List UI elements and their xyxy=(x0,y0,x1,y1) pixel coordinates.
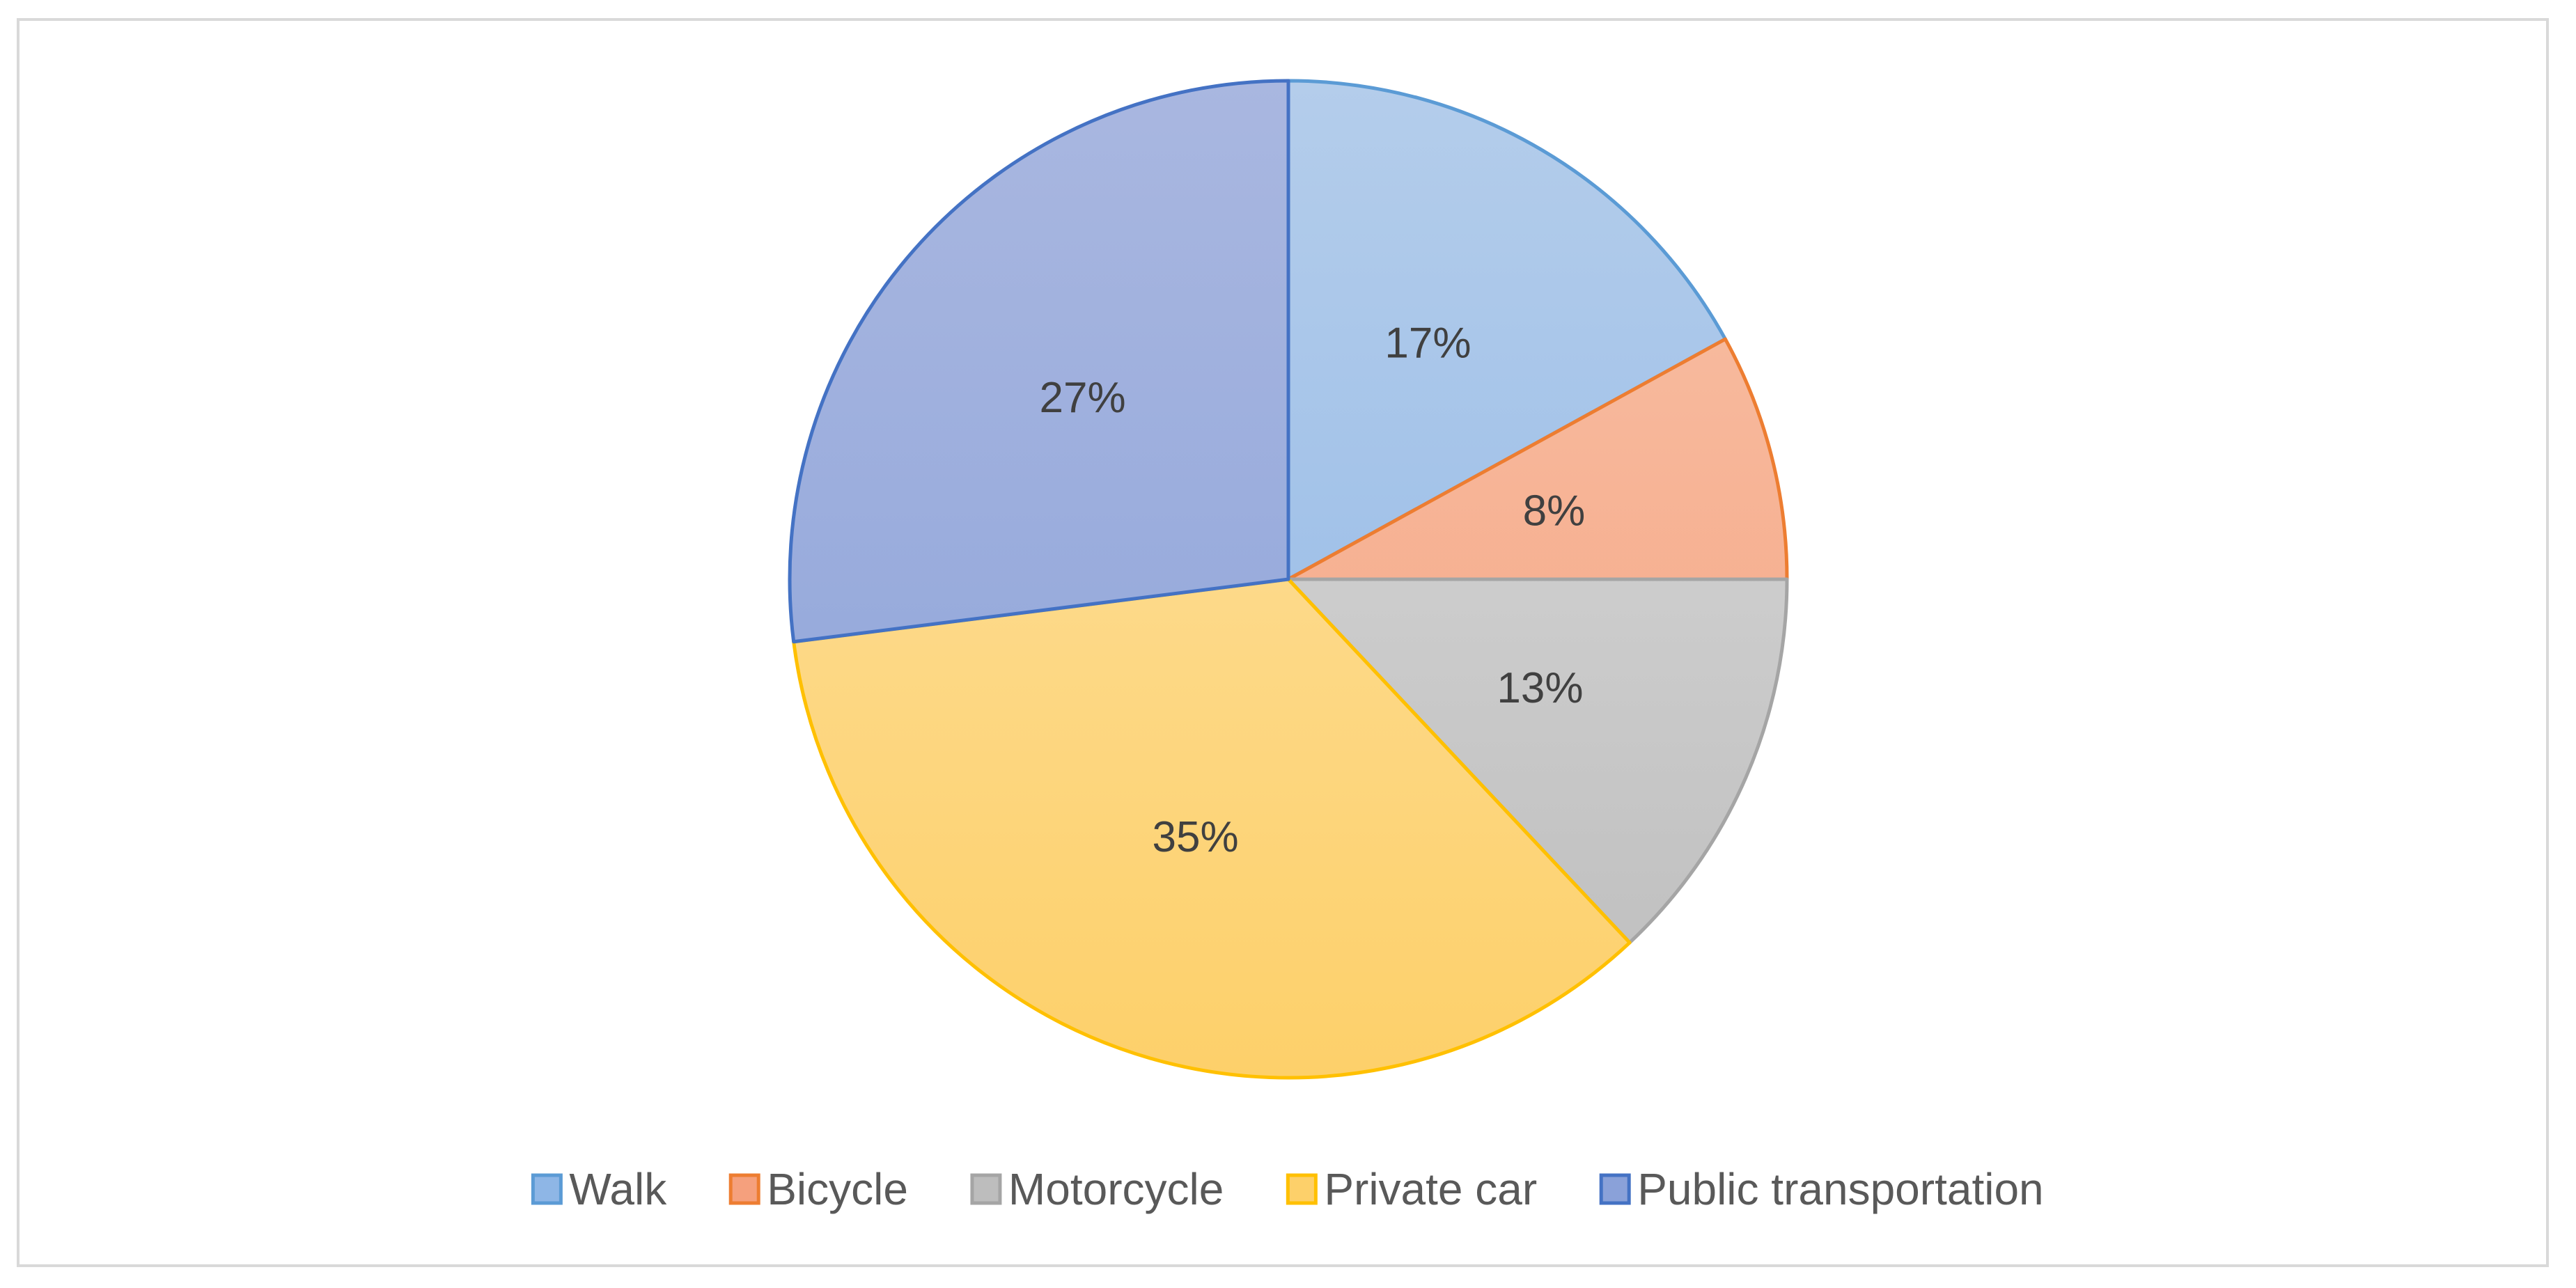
legend-swatch-public-transportation xyxy=(1599,1173,1631,1205)
data-label-bicycle: 8% xyxy=(1523,487,1586,535)
legend-label-private-car: Private car xyxy=(1324,1164,1537,1214)
data-label-public-transportation: 27% xyxy=(1040,374,1126,422)
legend-swatch-motorcycle xyxy=(970,1173,1002,1205)
legend: Walk Bicycle Motorcycle Private car Public t… xyxy=(531,1164,2044,1214)
legend-label-bicycle: Bicycle xyxy=(767,1164,908,1214)
pie-slices xyxy=(788,79,1789,1080)
legend-swatch-walk xyxy=(531,1173,563,1205)
legend-label-motorcycle: Motorcycle xyxy=(1008,1164,1224,1214)
pie-slice-walk xyxy=(1286,79,1727,581)
legend-label-walk: Walk xyxy=(569,1164,667,1214)
pie-slice-public-transportation xyxy=(788,79,1290,644)
pie-data-labels: 17% 8% 13% 35% 27% xyxy=(1040,320,1586,861)
legend-item-private-car: Private car xyxy=(1286,1164,1537,1214)
pie-slice-motorcycle xyxy=(1286,577,1789,945)
legend-swatch-private-car xyxy=(1286,1173,1318,1205)
legend-item-bicycle: Bicycle xyxy=(728,1164,908,1214)
legend-item-walk: Walk xyxy=(531,1164,667,1214)
pie-slice-private-car xyxy=(792,577,1632,1080)
pie-slice-bicycle xyxy=(1286,337,1789,581)
legend-swatch-bicycle xyxy=(728,1173,760,1205)
legend-item-public-transportation: Public transportation xyxy=(1599,1164,2044,1214)
data-label-motorcycle: 13% xyxy=(1497,664,1583,712)
legend-item-motorcycle: Motorcycle xyxy=(970,1164,1224,1214)
data-label-private-car: 35% xyxy=(1153,813,1239,861)
data-label-walk: 17% xyxy=(1384,320,1471,368)
legend-label-public-transportation: Public transportation xyxy=(1637,1164,2043,1214)
